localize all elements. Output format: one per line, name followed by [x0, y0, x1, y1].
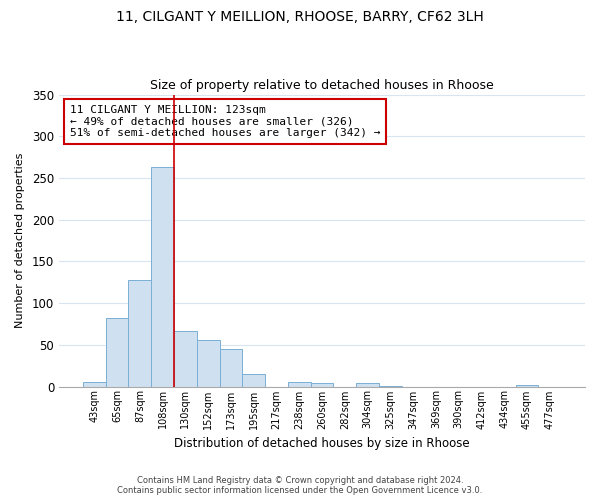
Text: Contains HM Land Registry data © Crown copyright and database right 2024.
Contai: Contains HM Land Registry data © Crown c… [118, 476, 482, 495]
Bar [288, 382, 311, 386]
Title: Size of property relative to detached houses in Rhoose: Size of property relative to detached ho… [150, 79, 494, 92]
Bar [197, 340, 220, 386]
Text: 11 CILGANT Y MEILLION: 123sqm
← 49% of detached houses are smaller (326)
51% of : 11 CILGANT Y MEILLION: 123sqm ← 49% of d… [70, 105, 380, 138]
X-axis label: Distribution of detached houses by size in Rhoose: Distribution of detached houses by size … [174, 437, 470, 450]
Bar [515, 385, 538, 386]
Bar [151, 167, 174, 386]
Bar [311, 383, 334, 386]
Bar [242, 374, 265, 386]
Bar [128, 280, 151, 386]
Bar [356, 383, 379, 386]
Text: 11, CILGANT Y MEILLION, RHOOSE, BARRY, CF62 3LH: 11, CILGANT Y MEILLION, RHOOSE, BARRY, C… [116, 10, 484, 24]
Bar [220, 349, 242, 387]
Y-axis label: Number of detached properties: Number of detached properties [15, 153, 25, 328]
Bar [106, 318, 128, 386]
Bar [83, 382, 106, 386]
Bar [174, 330, 197, 386]
